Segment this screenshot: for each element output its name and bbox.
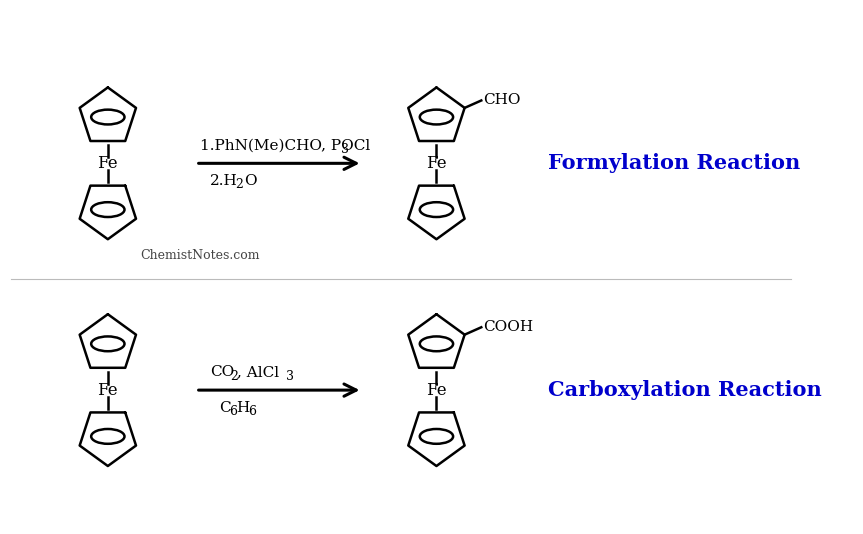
Text: CO: CO xyxy=(210,365,234,379)
Text: Fe: Fe xyxy=(426,155,447,172)
Text: 2: 2 xyxy=(230,370,238,383)
Text: CHO: CHO xyxy=(483,93,520,107)
Text: Fe: Fe xyxy=(98,382,118,398)
Text: Formylation Reaction: Formylation Reaction xyxy=(547,153,800,174)
Text: 3: 3 xyxy=(341,143,350,156)
Text: COOH: COOH xyxy=(483,320,533,334)
Text: 3: 3 xyxy=(286,370,293,383)
Text: 6: 6 xyxy=(229,405,237,418)
Text: Carboxylation Reaction: Carboxylation Reaction xyxy=(547,380,822,400)
Text: 2: 2 xyxy=(236,178,243,191)
Text: H: H xyxy=(236,401,249,415)
Text: Fe: Fe xyxy=(98,155,118,172)
Text: C: C xyxy=(219,401,230,415)
Text: , AlCl: , AlCl xyxy=(237,365,280,379)
Text: Fe: Fe xyxy=(426,382,447,398)
Text: ChemistNotes.com: ChemistNotes.com xyxy=(141,249,260,262)
Text: 6: 6 xyxy=(249,405,256,418)
Text: O: O xyxy=(244,175,256,189)
Text: 2.H: 2.H xyxy=(210,175,237,189)
Text: 1.PhN(Me)CHO, POCl: 1.PhN(Me)CHO, POCl xyxy=(200,138,370,152)
